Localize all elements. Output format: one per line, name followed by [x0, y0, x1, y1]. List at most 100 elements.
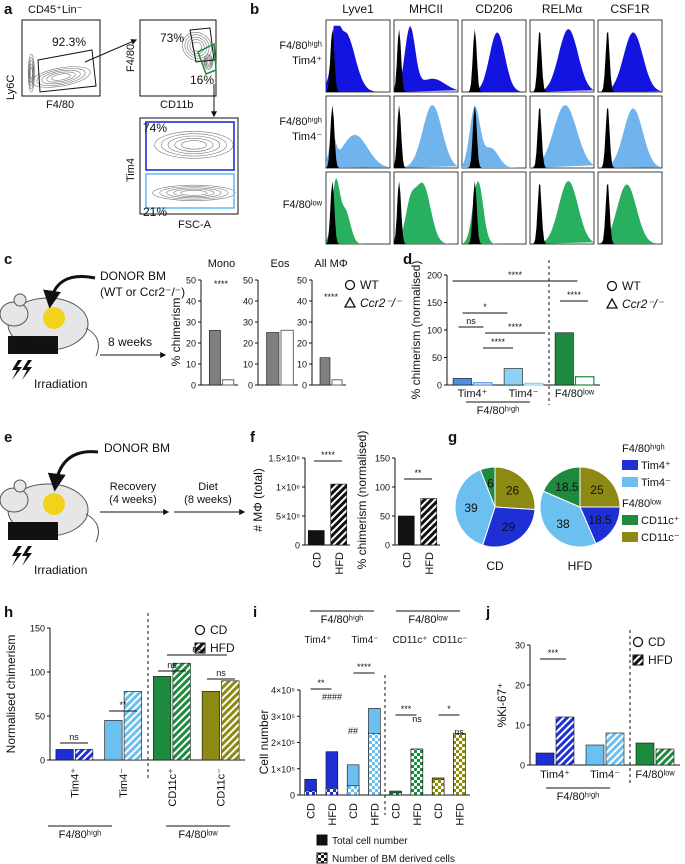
- bar: [221, 680, 240, 761]
- y-tick-label: 0: [385, 541, 390, 551]
- mouse-tail: [85, 327, 99, 357]
- legend-swatch: [622, 515, 638, 525]
- lightning: [22, 546, 32, 566]
- bone-marrow: [43, 307, 65, 329]
- legend-label: Number of BM derived cells: [332, 854, 455, 864]
- arrow: [43, 275, 96, 309]
- histogram: [326, 181, 390, 244]
- y-tick-label: 200: [427, 271, 442, 281]
- label: F4/80: [46, 99, 74, 111]
- bar: [452, 378, 472, 386]
- histogram: [326, 178, 390, 244]
- label: Recovery: [110, 481, 157, 493]
- x-tick-label: CD: [306, 803, 318, 819]
- label: Diet: [198, 481, 218, 493]
- x-tick-label: HFD: [334, 552, 346, 575]
- label: CSF1R: [610, 2, 650, 16]
- legend-label: Total cell number: [332, 836, 408, 847]
- contour: [29, 63, 34, 83]
- label: Irradiation: [34, 377, 87, 391]
- bar: [209, 330, 221, 386]
- legend-label: HFD: [648, 653, 673, 667]
- arrow: [84, 39, 138, 63]
- significance: **: [317, 678, 325, 688]
- slice-label: 38: [556, 517, 570, 531]
- label: F4/80ʰⁱᵍʰ: [279, 116, 322, 128]
- significance: ns: [167, 660, 177, 670]
- legend-marker: [343, 296, 357, 308]
- legend-marker: [316, 834, 328, 846]
- x-tick-label: HFD: [327, 803, 339, 826]
- bar: [655, 748, 675, 766]
- gate: [145, 121, 235, 171]
- significance: ns: [216, 668, 226, 678]
- contour: [206, 59, 211, 65]
- histogram: [326, 25, 390, 92]
- histogram: [462, 29, 526, 93]
- label: DONOR BM: [100, 269, 166, 283]
- y-tick-label: 50: [243, 276, 253, 286]
- y-tick-label: 100: [30, 668, 45, 678]
- significance: ****: [321, 450, 336, 460]
- bar: [104, 720, 123, 761]
- histogram: [394, 26, 458, 92]
- gate: [37, 49, 97, 93]
- histogram: [530, 181, 594, 244]
- bar: [319, 357, 331, 386]
- x-tick-label: CD: [311, 552, 323, 568]
- slice-label: 18.5: [588, 513, 612, 527]
- contour: [161, 133, 227, 157]
- histogram: [530, 105, 594, 168]
- legend-label: HFD: [210, 641, 235, 655]
- group-label: F4/80ˡᵒʷ: [178, 829, 218, 841]
- histogram: [530, 29, 594, 93]
- legend-label: CD: [210, 623, 228, 637]
- label: (WT or Ccr2⁻/⁻): [100, 285, 185, 299]
- label: Tim4⁺: [292, 55, 322, 67]
- y-tick-label: 50: [297, 276, 307, 286]
- y-tick-label: 50: [380, 512, 390, 522]
- bar: [420, 498, 438, 546]
- contour: [154, 131, 234, 159]
- y-tick-label: 30: [186, 318, 196, 328]
- slice-label: 26: [506, 484, 520, 498]
- bar: [75, 749, 94, 761]
- legend-swatch: [622, 532, 638, 542]
- pie-slice: [479, 466, 496, 508]
- legend-marker: [632, 636, 644, 648]
- significance: ns: [466, 316, 476, 326]
- contour: [181, 140, 207, 150]
- group-label: F4/80ˡᵒʷ: [408, 614, 448, 626]
- significance: ****: [508, 270, 523, 280]
- legend-label: Ccr2⁻/⁻: [360, 296, 403, 310]
- histogram: [598, 32, 662, 92]
- contour: [205, 56, 212, 68]
- bar: [574, 376, 595, 386]
- legend-marker: [316, 852, 328, 864]
- label: F4/80: [125, 44, 137, 72]
- x-tick-label: CD: [391, 803, 403, 819]
- lightning: [22, 360, 32, 380]
- legend-label: CD11c⁻: [641, 532, 680, 544]
- label: (8 weeks): [184, 494, 232, 506]
- significance: ****: [491, 337, 506, 347]
- contour: [51, 73, 71, 81]
- label: Ly6C: [5, 75, 17, 100]
- legend-marker: [605, 297, 619, 309]
- y-axis-label: Normalised chimerism: [4, 635, 18, 754]
- contour: [152, 184, 236, 201]
- mouse-head: [0, 487, 29, 513]
- y-tick-label: 100: [375, 483, 390, 493]
- arrow: [47, 450, 99, 492]
- histogram: [598, 32, 662, 92]
- panel-letter: g: [448, 429, 457, 446]
- label: Tim4⁻: [292, 131, 322, 143]
- contour: [174, 137, 214, 152]
- label: 74%: [143, 121, 167, 135]
- legend-marker: [606, 280, 618, 292]
- contour: [30, 66, 33, 80]
- slice-label: 39: [464, 501, 478, 515]
- shield: [8, 336, 58, 354]
- legend-marker: [194, 642, 206, 654]
- y-axis-label: %Ki-67⁺: [495, 682, 509, 727]
